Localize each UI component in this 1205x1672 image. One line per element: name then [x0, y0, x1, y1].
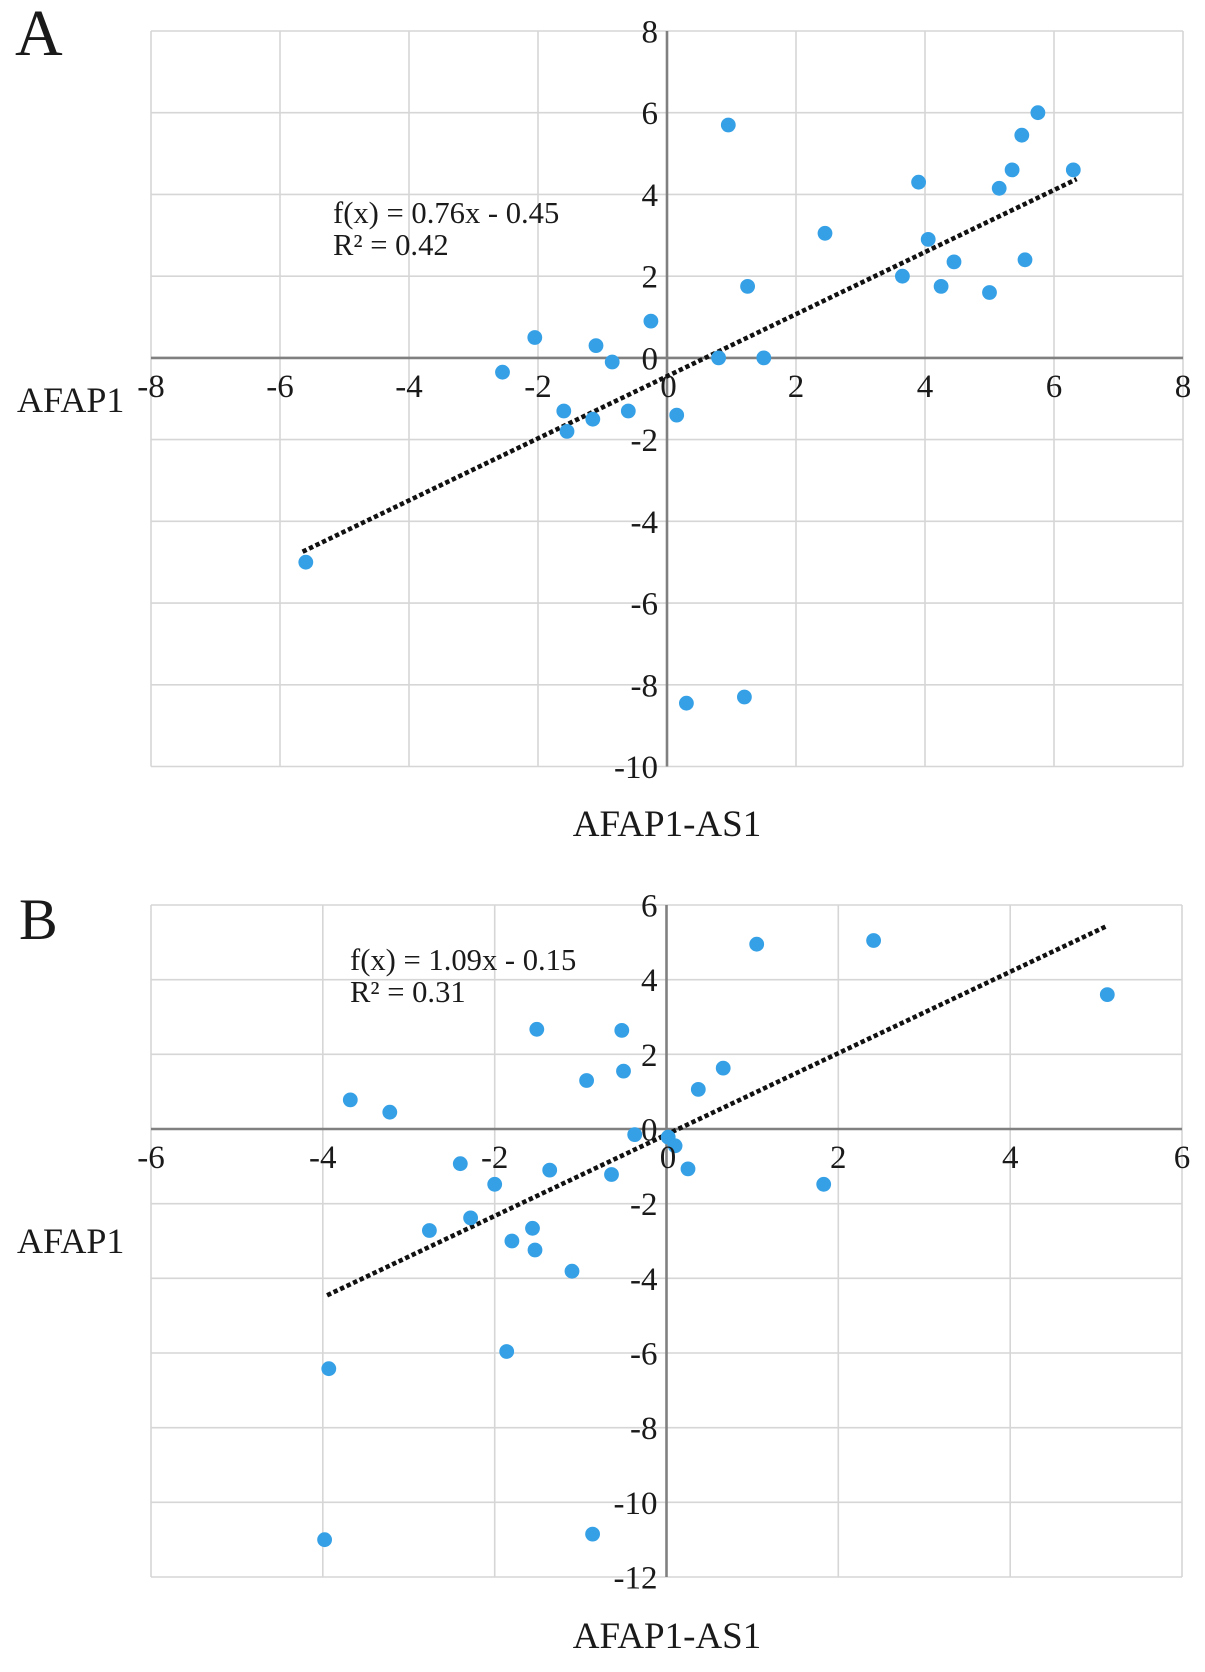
svg-text:0: 0	[641, 1113, 658, 1149]
svg-text:2: 2	[830, 1140, 847, 1176]
svg-text:-4: -4	[395, 369, 423, 405]
svg-text:-8: -8	[137, 369, 165, 405]
svg-text:0: 0	[660, 1140, 677, 1176]
svg-text:2: 2	[788, 369, 805, 405]
svg-text:-2: -2	[630, 1187, 658, 1223]
svg-text:-6: -6	[137, 1140, 165, 1176]
svg-text:A: A	[15, 0, 63, 70]
svg-text:-4: -4	[631, 505, 659, 541]
svg-text:4: 4	[642, 178, 659, 214]
svg-text:4: 4	[917, 369, 934, 405]
svg-text:AFAP1: AFAP1	[17, 380, 124, 420]
svg-text:-2: -2	[631, 423, 659, 459]
svg-text:8: 8	[1175, 369, 1192, 405]
svg-text:f(x) = 1.09x - 0.15: f(x) = 1.09x - 0.15	[350, 943, 576, 977]
svg-text:-6: -6	[266, 369, 294, 405]
svg-text:2: 2	[642, 260, 659, 296]
svg-text:0: 0	[642, 341, 659, 377]
svg-text:2: 2	[641, 1038, 658, 1074]
svg-text:-2: -2	[481, 1140, 509, 1176]
svg-text:-6: -6	[630, 1337, 658, 1373]
svg-text:-2: -2	[524, 369, 552, 405]
svg-text:B: B	[19, 887, 58, 952]
svg-text:R² = 0.42: R² = 0.42	[333, 228, 449, 262]
svg-text:-10: -10	[614, 750, 658, 786]
svg-text:-4: -4	[309, 1140, 337, 1176]
svg-text:4: 4	[641, 963, 658, 999]
svg-text:AFAP1: AFAP1	[17, 1221, 124, 1261]
svg-text:-10: -10	[614, 1486, 658, 1522]
svg-text:AFAP1-AS1: AFAP1-AS1	[573, 1616, 761, 1657]
svg-text:-6: -6	[631, 587, 659, 623]
svg-text:-4: -4	[630, 1262, 658, 1298]
svg-text:4: 4	[1002, 1140, 1019, 1176]
svg-text:R² = 0.31: R² = 0.31	[350, 975, 466, 1009]
svg-text:-12: -12	[614, 1561, 658, 1597]
svg-text:6: 6	[1046, 369, 1063, 405]
svg-text:8: 8	[642, 15, 659, 51]
svg-text:6: 6	[642, 96, 659, 132]
svg-text:-8: -8	[631, 668, 659, 704]
svg-text:AFAP1-AS1: AFAP1-AS1	[573, 804, 761, 845]
svg-text:6: 6	[1174, 1140, 1191, 1176]
svg-text:0: 0	[660, 369, 677, 405]
svg-text:6: 6	[641, 889, 658, 925]
svg-text:f(x) = 0.76x - 0.45: f(x) = 0.76x - 0.45	[333, 196, 559, 230]
svg-text:-8: -8	[630, 1411, 658, 1447]
